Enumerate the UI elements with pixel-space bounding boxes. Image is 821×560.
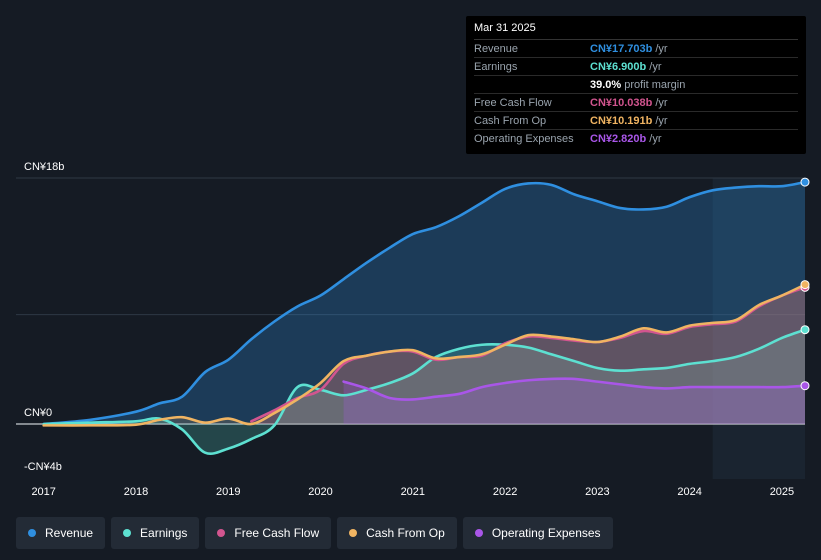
tooltip-row: Cash From Op CN¥10.191b/yr xyxy=(474,112,798,130)
tooltip-row-label: Free Cash Flow xyxy=(474,96,552,109)
legend-dot-icon xyxy=(217,529,226,537)
legend-label: Revenue xyxy=(45,526,94,540)
legend-label: Earnings xyxy=(140,526,188,540)
x-tick-label: 2022 xyxy=(493,486,517,498)
legend-item-free-cash-flow[interactable]: Free Cash Flow xyxy=(205,517,332,549)
tooltip-row-label: Cash From Op xyxy=(474,114,547,127)
tooltip-row: Earnings CN¥6.900b/yr xyxy=(474,58,798,76)
tooltip-row-label: Operating Expenses xyxy=(474,132,574,145)
legend-dot-icon xyxy=(123,529,132,537)
tooltip-row: Free Cash Flow CN¥10.038b/yr xyxy=(474,94,798,112)
x-tick-label: 2025 xyxy=(770,486,794,498)
operating-expenses-area xyxy=(343,378,805,424)
earnings-area xyxy=(43,329,806,454)
tooltip-row-value: CN¥17.703b xyxy=(590,42,653,55)
past-data-region xyxy=(712,178,805,479)
tooltip-row-suffix: /yr xyxy=(655,42,668,55)
x-tick-label: 2024 xyxy=(677,486,701,498)
legend-label: Cash From Op xyxy=(366,526,445,540)
cash-from-op-line xyxy=(42,283,807,427)
tooltip-row-value: CN¥6.900b xyxy=(590,60,647,73)
legend-item-cash-from-op[interactable]: Cash From Op xyxy=(337,517,457,549)
revenue-area xyxy=(43,182,806,424)
x-tick-label: 2018 xyxy=(124,486,148,498)
x-tick-label: 2019 xyxy=(216,486,240,498)
tooltip-date: Mar 31 2025 xyxy=(474,22,798,40)
x-tick-label: 2021 xyxy=(401,486,425,498)
operating-expenses-line xyxy=(342,377,807,401)
operating-expenses-end-dot[interactable] xyxy=(800,381,810,391)
tooltip-row-value: 39.0% xyxy=(590,78,622,91)
tooltip-row: Operating Expenses CN¥2.820b/yr xyxy=(474,130,798,147)
tooltip-row-label: Earnings xyxy=(474,60,518,73)
tooltip-row: 39.0% profit margin xyxy=(474,76,798,94)
free-cash-flow-area xyxy=(251,287,805,424)
tooltip-row-suffix: /yr xyxy=(649,60,662,73)
y-axis-label: -CN¥4b xyxy=(24,461,62,473)
tooltip-row-suffix: /yr xyxy=(655,96,668,109)
earnings-line xyxy=(42,328,807,456)
legend-label: Operating Expenses xyxy=(491,526,601,540)
legend-dot-icon xyxy=(28,529,36,537)
free-cash-flow-line xyxy=(250,286,807,423)
legend-item-operating-expenses[interactable]: Operating Expenses xyxy=(462,517,613,549)
cash-from-op-end-dot[interactable] xyxy=(800,280,810,290)
revenue-end-dot[interactable] xyxy=(800,177,810,187)
x-tick-label: 2020 xyxy=(308,486,332,498)
legend-dot-icon xyxy=(349,529,358,537)
tooltip-row-value: CN¥10.038b xyxy=(590,96,653,109)
tooltip-row-value: CN¥2.820b xyxy=(590,132,647,145)
y-axis-label: CN¥0 xyxy=(24,407,52,419)
tooltip-row-suffix: /yr xyxy=(655,114,668,127)
tooltip-row-suffix: /yr xyxy=(649,132,662,145)
legend: Revenue Earnings Free Cash Flow Cash From O… xyxy=(16,517,613,549)
tooltip-row: Revenue CN¥17.703b/yr xyxy=(474,40,798,58)
revenue-line xyxy=(42,180,807,426)
x-tick-label: 2017 xyxy=(31,486,55,498)
legend-label: Free Cash Flow xyxy=(234,526,320,540)
legend-dot-icon xyxy=(474,529,483,537)
earnings-end-dot[interactable] xyxy=(800,325,810,335)
tooltip-row-suffix: profit margin xyxy=(624,78,686,91)
legend-item-revenue[interactable]: Revenue xyxy=(16,517,106,549)
tooltip-panel: Mar 31 2025 Revenue CN¥17.703b/yr Earnings… xyxy=(466,16,806,154)
legend-item-earnings[interactable]: Earnings xyxy=(111,517,200,549)
tooltip-row-label: Revenue xyxy=(474,42,519,55)
tooltip-row-value: CN¥10.191b xyxy=(590,114,653,127)
x-tick-label: 2023 xyxy=(585,486,609,498)
y-axis-label: CN¥18b xyxy=(24,161,64,173)
